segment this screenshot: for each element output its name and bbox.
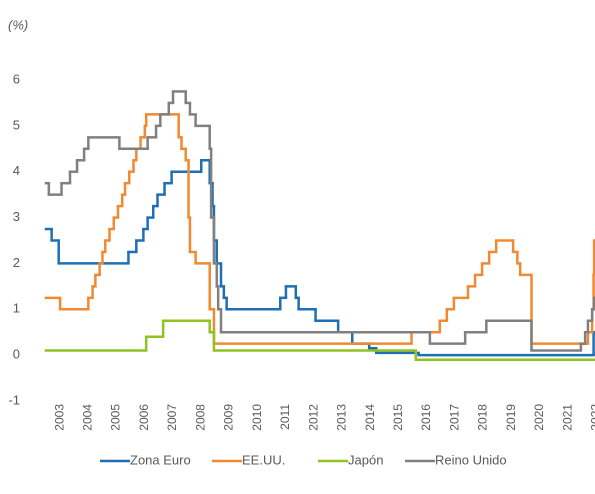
x-tick-label: 2004 [81, 404, 95, 431]
y-axis-label: (%) [8, 17, 28, 32]
x-tick-label: 2013 [335, 404, 349, 431]
legend-label: Reino Unido [435, 452, 507, 467]
legend-label: EE.UU. [242, 452, 285, 467]
x-tick-label: 2018 [476, 404, 490, 431]
x-tick-label: 2008 [193, 404, 207, 431]
y-tick-label: 2 [13, 255, 20, 270]
y-tick-label: 6 [13, 71, 20, 86]
y-tick-label: 4 [13, 163, 20, 178]
x-tick-label: 2019 [504, 404, 518, 431]
y-tick-label: -1 [8, 392, 20, 407]
y-tick-label: 1 [13, 301, 20, 316]
x-tick-label: 2006 [137, 404, 151, 431]
x-tick-label: 2012 [306, 404, 320, 431]
x-tick-label: 2005 [109, 404, 123, 431]
x-tick-label: 2022 [589, 404, 595, 431]
y-tick-label: 0 [13, 347, 20, 362]
x-tick-label: 2014 [363, 404, 377, 431]
x-tick-label: 2015 [391, 404, 405, 431]
x-tick-label: 2017 [447, 404, 461, 431]
legend-label: Zona Euro [130, 452, 191, 467]
x-tick-label: 2009 [222, 404, 236, 431]
x-tick-label: 2010 [250, 404, 264, 431]
x-tick-label: 2020 [532, 404, 546, 431]
x-tick-label: 2016 [419, 404, 433, 431]
plot-area [44, 90, 595, 361]
legend-label: Japón [348, 452, 383, 467]
x-tick-label: 2003 [52, 404, 66, 431]
y-tick-label: 5 [13, 117, 20, 132]
x-tick-label: 2007 [165, 404, 179, 431]
x-tick-label: 2011 [278, 404, 292, 430]
x-tick-label: 2021 [560, 404, 574, 431]
y-tick-label: 3 [13, 209, 20, 224]
